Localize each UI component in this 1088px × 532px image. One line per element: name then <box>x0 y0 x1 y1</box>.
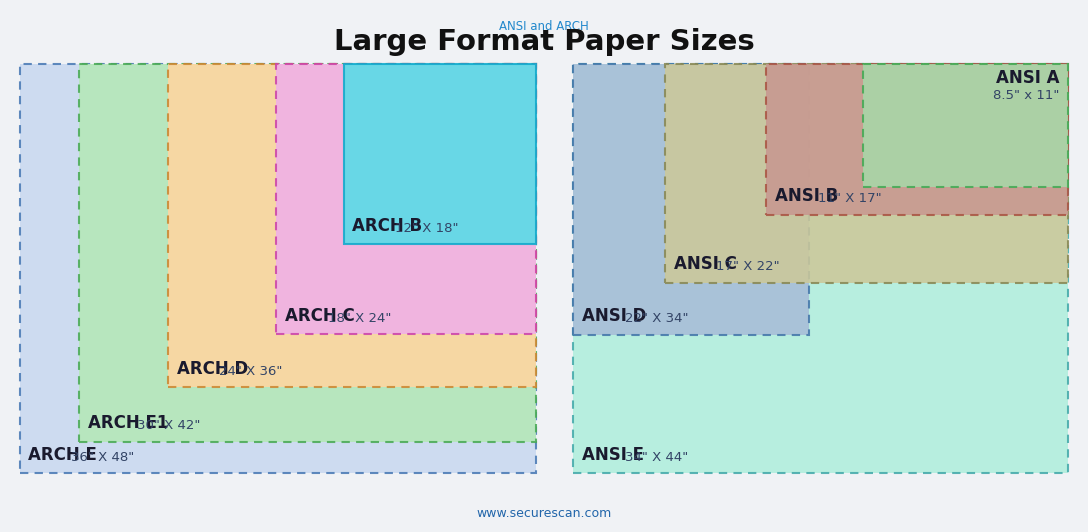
Text: ARCH D: ARCH D <box>176 360 248 378</box>
Bar <box>665 64 1068 282</box>
Text: ANSI and ARCH: ANSI and ARCH <box>499 20 589 33</box>
Text: 36" X 48": 36" X 48" <box>71 451 134 464</box>
Text: ARCH E1: ARCH E1 <box>88 414 168 433</box>
Bar <box>573 64 1068 473</box>
Text: 12" X 18": 12" X 18" <box>395 221 458 235</box>
Text: ARCH E: ARCH E <box>28 446 97 464</box>
Text: 22" X 34": 22" X 34" <box>625 312 689 326</box>
Bar <box>573 64 809 335</box>
Text: 17" X 22": 17" X 22" <box>716 260 780 273</box>
Bar <box>766 64 1068 215</box>
Text: 30" X 42": 30" X 42" <box>137 419 200 433</box>
Text: ANSI B: ANSI B <box>775 187 839 205</box>
Text: ANSI E: ANSI E <box>582 446 644 464</box>
Bar <box>20 64 536 473</box>
Bar <box>863 64 1068 187</box>
Bar <box>168 64 536 387</box>
Text: 18" X 24": 18" X 24" <box>327 312 392 325</box>
Bar <box>344 64 536 244</box>
Text: ARCH C: ARCH C <box>285 306 355 325</box>
Text: Large Format Paper Sizes: Large Format Paper Sizes <box>334 28 754 56</box>
Text: 24" X 36": 24" X 36" <box>220 365 283 378</box>
Text: 34" X 44": 34" X 44" <box>625 451 688 464</box>
Text: 11" X 17": 11" X 17" <box>818 193 881 205</box>
Text: ARCH B: ARCH B <box>353 217 422 235</box>
Text: ANSI A: ANSI A <box>997 69 1060 87</box>
Text: 8.5" x 11": 8.5" x 11" <box>993 89 1060 102</box>
Text: ANSI C: ANSI C <box>673 255 737 273</box>
Bar <box>79 64 536 442</box>
Bar <box>276 64 536 334</box>
Text: ANSI D: ANSI D <box>582 307 646 326</box>
Text: www.securescan.com: www.securescan.com <box>477 508 611 520</box>
